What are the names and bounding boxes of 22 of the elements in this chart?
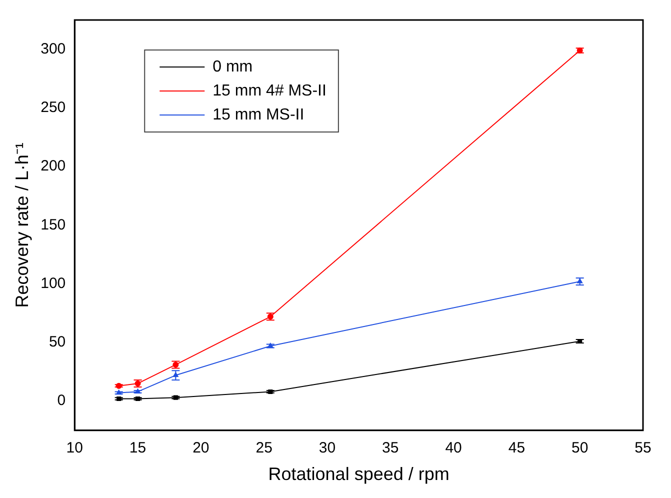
x-tick-label: 30 bbox=[318, 440, 336, 457]
x-tick-label: 55 bbox=[634, 440, 652, 457]
x-tick-label: 50 bbox=[572, 440, 588, 457]
y-tick-label: 300 bbox=[40, 40, 66, 58]
legend-label: 15 mm MS-II bbox=[212, 106, 304, 124]
y-tick-label: 100 bbox=[40, 274, 66, 292]
y-axis-title: Recovery rate / L·h⁻¹ bbox=[12, 142, 32, 308]
y-tick-label: 150 bbox=[40, 216, 66, 234]
x-tick-label: 25 bbox=[256, 440, 272, 457]
x-axis-title: Rotational speed / rpm bbox=[268, 464, 450, 484]
y-tick-label: 0 bbox=[57, 392, 66, 410]
y-tick-label: 50 bbox=[48, 334, 66, 351]
x-tick-label: 40 bbox=[445, 440, 462, 457]
x-tick-label: 45 bbox=[508, 440, 526, 457]
x-tick-label: 35 bbox=[382, 440, 399, 457]
y-tick-label: 200 bbox=[40, 158, 66, 175]
y-tick-label: 250 bbox=[40, 99, 66, 116]
x-tick-label: 10 bbox=[66, 440, 83, 457]
legend-label: 15 mm 4# MS-II bbox=[212, 82, 326, 100]
legend-label: 0 mm bbox=[212, 58, 253, 76]
x-tick-label: 15 bbox=[129, 440, 146, 457]
x-tick-label: 20 bbox=[192, 440, 210, 457]
